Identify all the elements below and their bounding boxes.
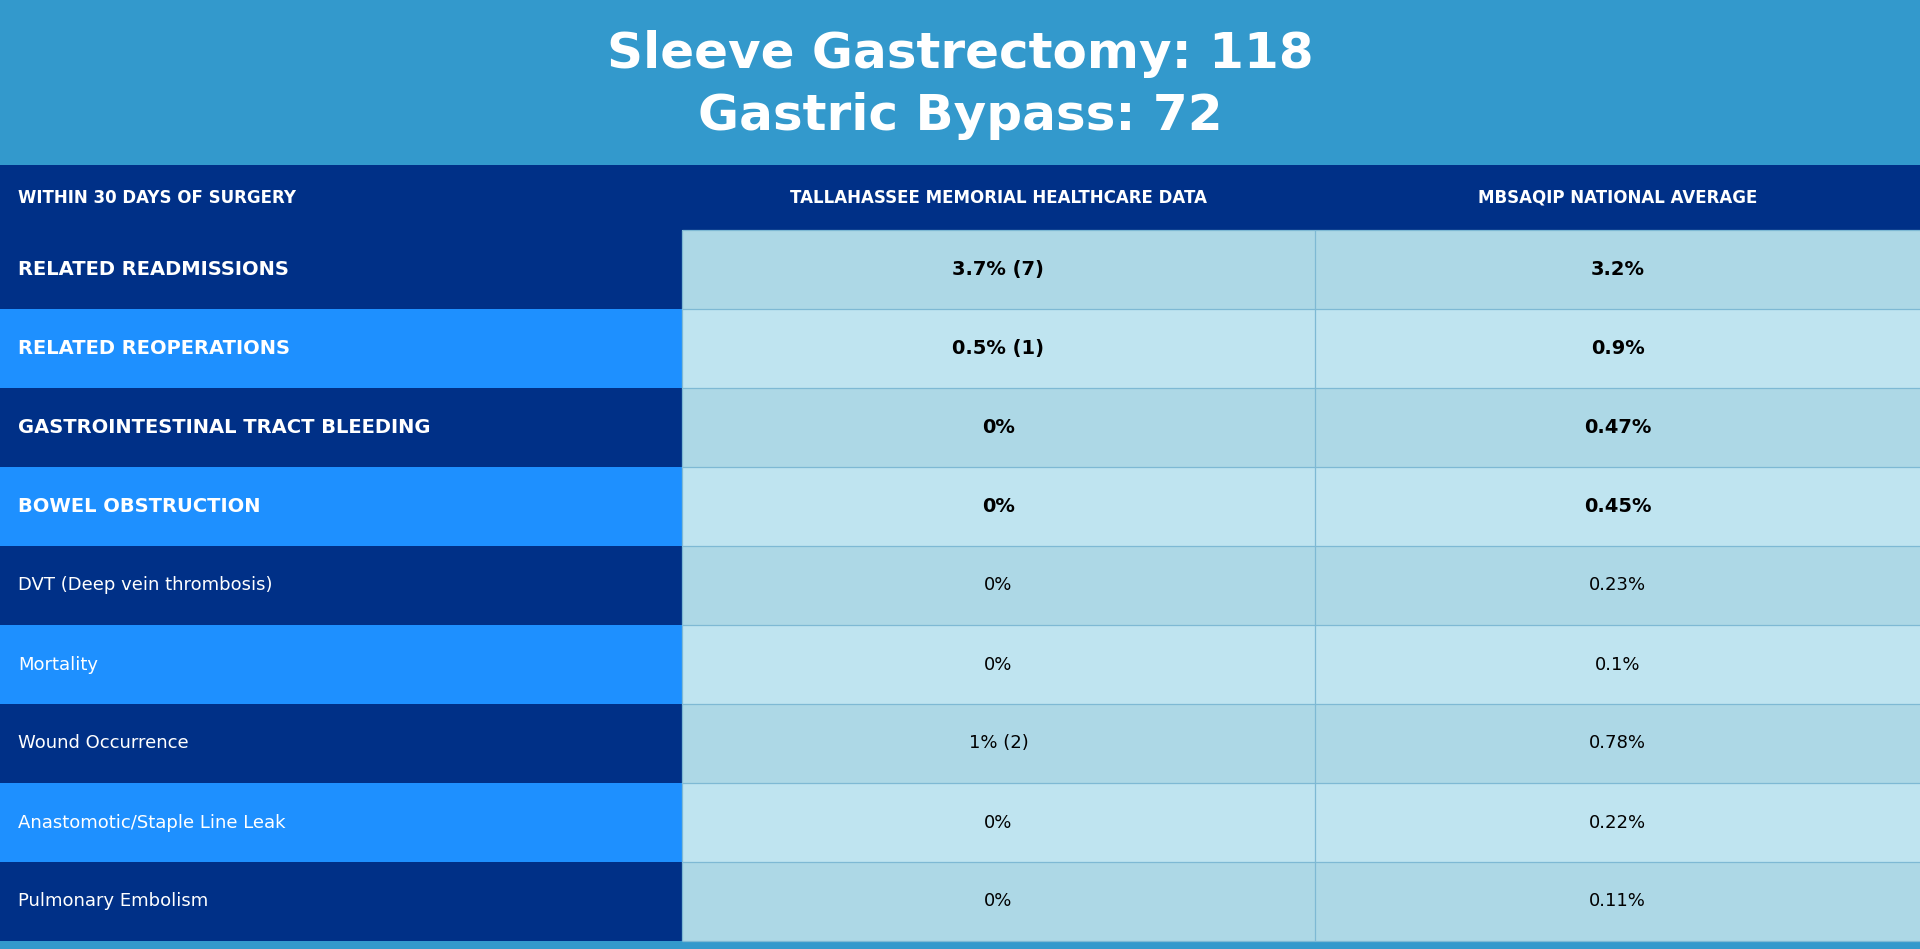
Bar bbox=[1315, 230, 1920, 309]
Bar bbox=[0, 165, 1920, 230]
Text: Wound Occurrence: Wound Occurrence bbox=[17, 735, 188, 753]
Text: 0.23%: 0.23% bbox=[1590, 576, 1645, 594]
Text: BOWEL OBSTRUCTION: BOWEL OBSTRUCTION bbox=[17, 497, 261, 516]
Text: 3.2%: 3.2% bbox=[1590, 260, 1645, 279]
Text: WITHIN 30 DAYS OF SURGERY: WITHIN 30 DAYS OF SURGERY bbox=[17, 189, 296, 207]
Text: 0.22%: 0.22% bbox=[1590, 813, 1645, 831]
Text: 0.47%: 0.47% bbox=[1584, 418, 1651, 437]
Bar bbox=[0, 862, 682, 941]
Bar bbox=[1315, 783, 1920, 862]
Text: RELATED REOPERATIONS: RELATED REOPERATIONS bbox=[17, 339, 290, 358]
Bar bbox=[682, 388, 1315, 467]
Text: DVT (Deep vein thrombosis): DVT (Deep vein thrombosis) bbox=[17, 576, 273, 594]
Text: 0%: 0% bbox=[981, 497, 1016, 516]
Text: GASTROINTESTINAL TRACT BLEEDING: GASTROINTESTINAL TRACT BLEEDING bbox=[17, 418, 430, 437]
Bar bbox=[0, 546, 682, 625]
Bar bbox=[1315, 862, 1920, 941]
Text: 0%: 0% bbox=[981, 418, 1016, 437]
Text: 0%: 0% bbox=[985, 892, 1012, 910]
Bar bbox=[682, 546, 1315, 625]
Bar bbox=[0, 783, 682, 862]
Text: 0%: 0% bbox=[985, 656, 1012, 674]
Text: MBSAQIP NATIONAL AVERAGE: MBSAQIP NATIONAL AVERAGE bbox=[1478, 189, 1757, 207]
Bar bbox=[0, 388, 682, 467]
Bar bbox=[1315, 704, 1920, 783]
Text: 0.1%: 0.1% bbox=[1596, 656, 1640, 674]
Text: 0.78%: 0.78% bbox=[1590, 735, 1645, 753]
Bar bbox=[682, 230, 1315, 309]
Bar bbox=[682, 625, 1315, 704]
Bar bbox=[0, 309, 682, 388]
Text: 0%: 0% bbox=[985, 576, 1012, 594]
Bar bbox=[1315, 546, 1920, 625]
Bar bbox=[682, 309, 1315, 388]
Bar bbox=[682, 783, 1315, 862]
Text: Anastomotic/Staple Line Leak: Anastomotic/Staple Line Leak bbox=[17, 813, 286, 831]
Text: 0.5% (1): 0.5% (1) bbox=[952, 339, 1044, 358]
Bar bbox=[1315, 467, 1920, 546]
Text: 0%: 0% bbox=[985, 813, 1012, 831]
Text: Sleeve Gastrectomy: 118: Sleeve Gastrectomy: 118 bbox=[607, 30, 1313, 79]
Text: RELATED READMISSIONS: RELATED READMISSIONS bbox=[17, 260, 288, 279]
Bar bbox=[0, 625, 682, 704]
Text: 1% (2): 1% (2) bbox=[968, 735, 1029, 753]
Bar bbox=[0, 230, 682, 309]
Text: 0.9%: 0.9% bbox=[1592, 339, 1644, 358]
Text: Mortality: Mortality bbox=[17, 656, 98, 674]
Text: 0.11%: 0.11% bbox=[1590, 892, 1645, 910]
Bar bbox=[0, 0, 1920, 165]
Text: Pulmonary Embolism: Pulmonary Embolism bbox=[17, 892, 207, 910]
Text: 3.7% (7): 3.7% (7) bbox=[952, 260, 1044, 279]
Text: Gastric Bypass: 72: Gastric Bypass: 72 bbox=[697, 91, 1223, 140]
Bar bbox=[1315, 625, 1920, 704]
Bar bbox=[682, 467, 1315, 546]
Bar bbox=[0, 467, 682, 546]
Bar bbox=[682, 862, 1315, 941]
Bar bbox=[1315, 388, 1920, 467]
Bar bbox=[1315, 309, 1920, 388]
Text: TALLAHASSEE MEMORIAL HEALTHCARE DATA: TALLAHASSEE MEMORIAL HEALTHCARE DATA bbox=[789, 189, 1208, 207]
Bar bbox=[682, 704, 1315, 783]
Text: 0.45%: 0.45% bbox=[1584, 497, 1651, 516]
Bar bbox=[0, 704, 682, 783]
